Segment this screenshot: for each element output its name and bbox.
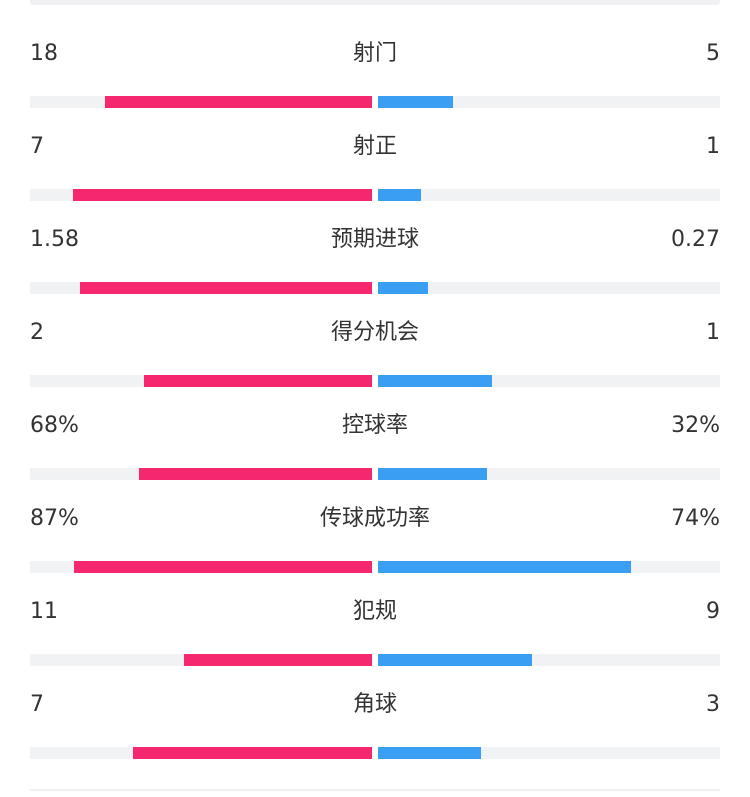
home-value: 7 [30, 134, 44, 159]
home-bar-track [30, 561, 372, 573]
away-bar-track [378, 468, 720, 480]
away-bar-fill [378, 375, 492, 387]
home-bar-fill [132, 747, 372, 759]
home-bar-track [30, 375, 372, 387]
stat-label: 角球 [352, 692, 397, 717]
home-value: 2 [30, 320, 44, 345]
away-bar-fill [378, 189, 421, 201]
home-bar-fill [143, 375, 372, 387]
away-value: 5 [706, 41, 720, 66]
stat-label: 射门 [352, 41, 397, 66]
home-bar-track [30, 189, 372, 201]
away-bar-fill [378, 468, 488, 480]
stat-row-fouls: 11 犯规 9 [0, 565, 750, 666]
away-bar-fill [378, 282, 428, 294]
away-value: 1 [706, 134, 720, 159]
away-value: 1 [706, 320, 720, 345]
away-bar-track [378, 282, 720, 294]
stat-label: 射正 [352, 134, 397, 159]
away-bar-track [378, 189, 720, 201]
stat-row-shots: 18 射门 5 [0, 7, 750, 108]
home-bar-track [30, 654, 372, 666]
stat-row-possession: 68% 控球率 32% [0, 379, 750, 480]
away-bar-track [378, 375, 720, 387]
away-value: 9 [706, 599, 720, 624]
stat-label: 传球成功率 [319, 506, 430, 531]
home-value: 7 [30, 692, 44, 717]
home-bar-fill [79, 282, 372, 294]
away-bar-fill [378, 96, 454, 108]
away-bar-track [378, 96, 720, 108]
stat-label: 控球率 [341, 413, 408, 438]
home-bar-track [30, 96, 372, 108]
home-bar-fill [74, 561, 372, 573]
home-bar-track [30, 468, 372, 480]
away-bar-fill [378, 561, 632, 573]
stat-row-corners: 7 角球 3 [0, 658, 750, 759]
away-value: 74% [671, 506, 720, 531]
away-bar-track [378, 654, 720, 666]
stat-row-shots-on-target: 7 射正 1 [0, 100, 750, 201]
home-bar-track [30, 282, 372, 294]
home-bar-fill [72, 189, 372, 201]
home-bar-fill [139, 468, 372, 480]
away-bar-track [378, 561, 720, 573]
home-value: 11 [30, 599, 58, 624]
away-bar-track [378, 747, 720, 759]
away-bar-fill [378, 654, 532, 666]
away-value: 32% [671, 413, 720, 438]
stat-label: 得分机会 [330, 320, 419, 345]
stat-row-big-chances: 2 得分机会 1 [0, 286, 750, 387]
home-bar-fill [183, 654, 372, 666]
away-bar-fill [378, 747, 481, 759]
home-value: 87% [30, 506, 79, 531]
stat-row-expected-goals: 1.58 预期进球 0.27 [0, 193, 750, 294]
home-value: 68% [30, 413, 79, 438]
home-value: 18 [30, 41, 58, 66]
bottom-divider [30, 789, 720, 791]
stat-label: 预期进球 [330, 227, 419, 252]
away-value: 3 [706, 692, 720, 717]
home-bar-track [30, 747, 372, 759]
away-value: 0.27 [671, 227, 720, 252]
home-value: 1.58 [30, 227, 79, 252]
stat-label: 犯规 [352, 599, 397, 624]
stat-row-pass-accuracy: 87% 传球成功率 74% [0, 472, 750, 573]
home-bar-fill [105, 96, 372, 108]
top-divider [30, 0, 720, 5]
